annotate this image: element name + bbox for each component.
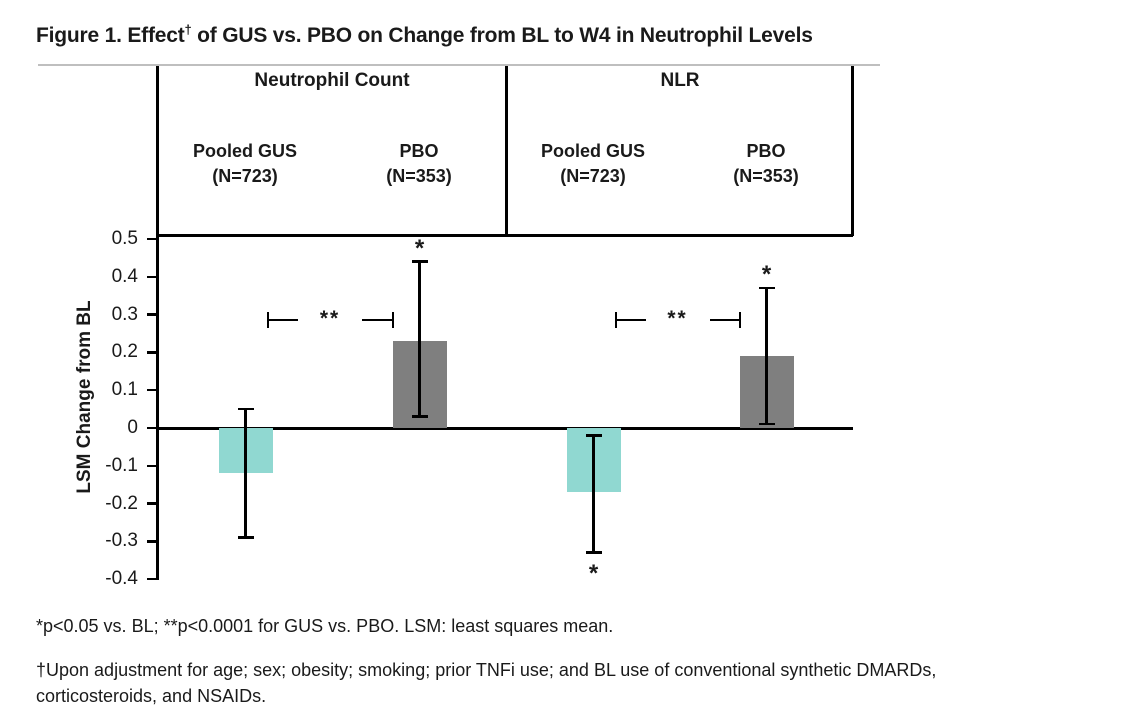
column-label-nlr-pbo: PBO (N=353): [686, 139, 846, 189]
error-bar-line: [765, 288, 768, 425]
figure-title-text-2: of GUS vs. PBO on Change from BL to W4 i…: [191, 24, 813, 47]
error-bar-line: [592, 435, 595, 553]
y-axis-tick-label: 0.2: [111, 341, 138, 363]
error-bar-cap-top: [411, 260, 428, 263]
group-name: PBO: [746, 141, 786, 161]
significance-star: *: [761, 261, 772, 289]
y-axis-tick: [147, 540, 156, 543]
y-axis-tick: [147, 464, 156, 468]
group-n: (N=353): [386, 166, 452, 186]
group-name: Pooled GUS: [192, 141, 297, 161]
y-axis-tick: [147, 577, 156, 581]
comparison-bracket-cap-left: [614, 311, 617, 328]
significance-star: *: [414, 234, 425, 262]
comparison-bracket-cap-left: [266, 311, 269, 328]
footnote-line: corticosteroids, and NSAIDs.: [36, 686, 267, 706]
error-bar-cap-top: [758, 286, 775, 290]
y-axis-tick-label: -0.3: [105, 530, 138, 552]
column-label-nc-pooled-gus: Pooled GUS (N=723): [165, 139, 325, 189]
group-name: Pooled GUS: [540, 141, 645, 161]
y-axis-tick-label: -0.4: [105, 568, 138, 590]
group-n: (N=723): [212, 166, 278, 186]
group-n: (N=723): [560, 166, 626, 186]
column-label-nlr-pooled-gus: Pooled GUS (N=723): [513, 139, 673, 189]
y-axis-line: [156, 66, 159, 580]
figure-title: Figure 1. Effect† of GUS vs. PBO on Chan…: [36, 22, 813, 48]
error-bar-line: [418, 261, 421, 417]
footnote-significance: *p<0.05 vs. BL; **p<0.0001 for GUS vs. P…: [36, 616, 614, 636]
comparison-significance-label: **: [298, 305, 362, 334]
y-axis-tick-label: 0.3: [111, 303, 138, 325]
y-axis-tick: [147, 313, 156, 316]
significance-star: *: [588, 559, 599, 587]
y-axis-tick-label: 0.4: [111, 265, 138, 287]
y-axis-tick-label: -0.1: [105, 454, 138, 476]
y-axis-tick: [147, 502, 156, 505]
error-bar-cap-bottom: [411, 415, 428, 418]
panel-title-neutrophil-count: Neutrophil Count: [254, 70, 410, 91]
comparison-bracket-cap-right: [738, 311, 741, 328]
zero-axis-line: [156, 427, 853, 430]
error-bar-line: [244, 409, 247, 538]
y-axis-tick: [147, 426, 156, 430]
y-axis-tick-label: 0.5: [111, 228, 138, 249]
error-bar-cap-bottom: [758, 422, 775, 426]
figure-title-dagger: †: [184, 22, 192, 37]
error-bar-cap-bottom: [585, 551, 602, 554]
top-rule: [38, 64, 880, 66]
column-label-nc-pbo: PBO (N=353): [339, 139, 499, 189]
y-axis-tick: [147, 388, 156, 392]
error-bar-cap-top: [585, 434, 602, 437]
y-axis-tick-label: 0.1: [111, 379, 138, 401]
comparison-bracket-cap-right: [391, 311, 394, 328]
footnote-line: †Upon adjustment for age; sex; obesity; …: [36, 660, 937, 680]
y-axis-tick: [147, 275, 156, 279]
y-axis-tick: [147, 237, 156, 241]
comparison-significance-label: **: [645, 305, 710, 334]
y-axis-tick: [147, 351, 156, 354]
figure-title-text: Figure 1. Effect: [36, 24, 185, 47]
header-right-border: [851, 66, 854, 236]
error-bar-cap-bottom: [237, 536, 254, 539]
y-axis-tick-label: -0.2: [105, 492, 138, 514]
group-n: (N=353): [733, 166, 799, 186]
panel-divider-line: [505, 66, 508, 236]
error-bar-cap-top: [237, 407, 254, 411]
panel-title-nlr: NLR: [660, 70, 700, 91]
group-name: PBO: [399, 141, 439, 161]
y-axis-tick-label: 0: [127, 417, 138, 438]
footnote-adjustment: †Upon adjustment for age; sex; obesity; …: [36, 657, 1098, 709]
header-bottom-border: [156, 234, 853, 237]
